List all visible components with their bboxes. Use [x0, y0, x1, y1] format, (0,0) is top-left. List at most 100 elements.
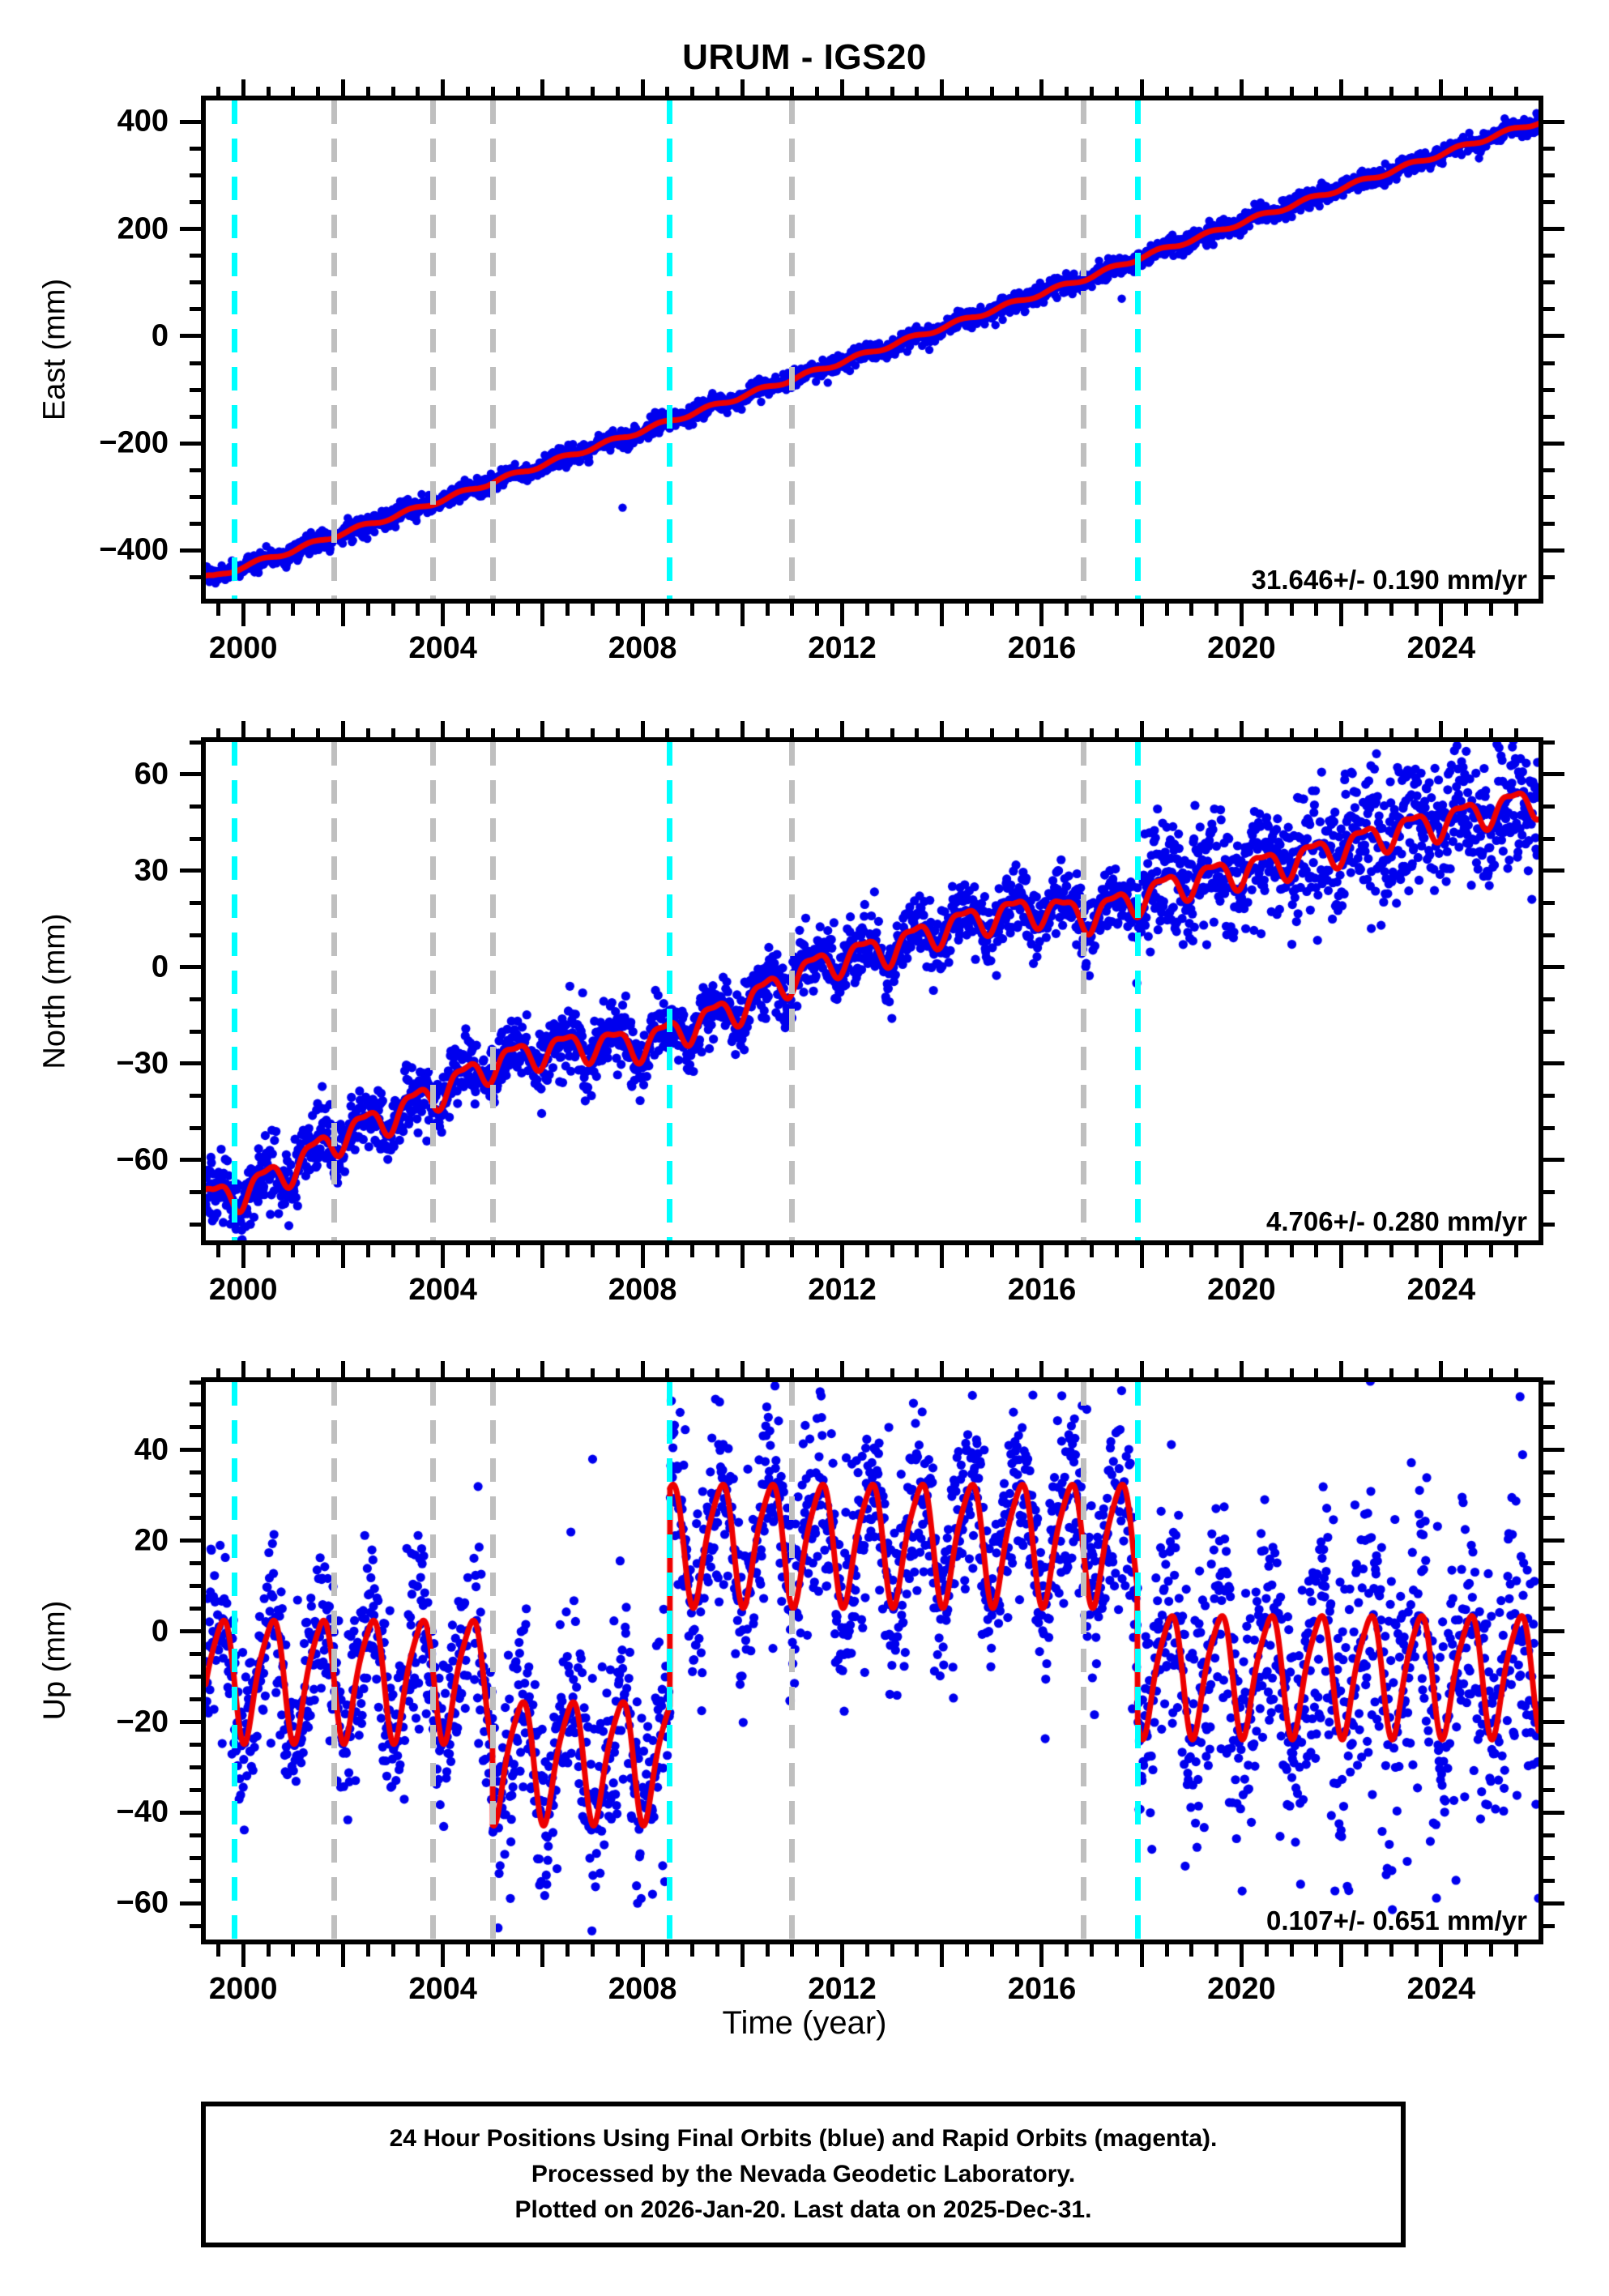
y-tick-minor-right — [1543, 996, 1555, 1001]
x-tick-bottom — [391, 604, 395, 616]
x-tick-top — [1114, 87, 1119, 96]
x-tick-top — [765, 1368, 770, 1377]
y-tick-minor — [190, 147, 201, 152]
x-tick-bottom — [890, 604, 894, 616]
x-tick-top — [1488, 1368, 1493, 1377]
x-tick-bottom — [940, 604, 945, 626]
y-tick-label: 200 — [117, 211, 169, 246]
x-tick-top — [1139, 1361, 1144, 1377]
x-tick-bottom — [1289, 1245, 1294, 1257]
x-tick-top — [365, 728, 370, 737]
x-tick-top — [1264, 1368, 1269, 1377]
x-tick-top — [940, 79, 945, 96]
north-series-canvas — [206, 742, 1539, 1240]
y-tick-right — [1543, 1538, 1564, 1543]
up-series-canvas — [206, 1382, 1539, 1940]
x-tick-top — [216, 87, 220, 96]
x-tick-top — [416, 1368, 420, 1377]
x-tick-top — [590, 87, 595, 96]
x-tick-top — [989, 1368, 994, 1377]
caption-line-2: Processed by the Nevada Geodetic Laborat… — [531, 2161, 1076, 2187]
panel-east-rate-label: 31.646+/- 0.190 mm/yr — [1251, 565, 1527, 595]
x-tick-top — [1339, 79, 1344, 96]
x-tick-top — [740, 1361, 745, 1377]
x-tick-bottom — [989, 1245, 994, 1257]
x-tick-label-2024: 2024 — [1406, 1972, 1476, 2006]
y-tick-minor — [190, 1093, 201, 1098]
x-tick-top — [1214, 87, 1219, 96]
x-tick-bottom — [715, 1245, 719, 1257]
y-tick-minor-right — [1543, 1697, 1555, 1702]
x-tick-bottom — [416, 1245, 420, 1257]
y-tick-minor — [190, 1561, 201, 1566]
event-line-grey-6 — [1080, 742, 1086, 1240]
x-tick-bottom — [790, 1944, 795, 1957]
event-line-grey-5 — [789, 742, 796, 1240]
y-tick-minor-right — [1543, 521, 1555, 526]
x-tick-bottom — [690, 1944, 695, 1957]
y-tick-minor-right — [1543, 740, 1555, 745]
x-tick-top — [665, 1368, 670, 1377]
x-tick-top — [640, 1361, 645, 1377]
x-tick-bottom — [1090, 1245, 1095, 1257]
y-tick-minor-right — [1543, 1584, 1555, 1589]
x-tick-top — [840, 79, 845, 96]
y-tick-minor-right — [1543, 1833, 1555, 1837]
x-tick-top — [1264, 728, 1269, 737]
x-tick-bottom — [790, 1245, 795, 1257]
x-tick-top — [490, 728, 495, 737]
y-tick — [180, 965, 201, 970]
x-tick-top — [1513, 87, 1518, 96]
event-line-cyan-7 — [1134, 100, 1141, 599]
x-tick-top — [1164, 1368, 1169, 1377]
x-tick-bottom — [815, 1944, 820, 1957]
y-tick — [180, 1629, 201, 1634]
y-tick-minor — [190, 1765, 201, 1769]
x-tick-top — [940, 721, 945, 737]
panel-up-frame — [201, 1377, 1543, 1944]
x-tick-bottom — [615, 1944, 620, 1957]
x-tick-top — [615, 728, 620, 737]
x-tick-bottom — [1065, 1245, 1069, 1257]
x-tick-bottom — [316, 604, 321, 616]
x-tick-bottom — [490, 1944, 495, 1957]
x-tick-top — [690, 1368, 695, 1377]
x-tick-bottom — [740, 1944, 745, 1967]
x-tick-top — [465, 1368, 470, 1377]
x-tick-top — [590, 728, 595, 737]
x-tick-bottom — [316, 1245, 321, 1257]
x-tick-bottom — [1264, 1245, 1269, 1257]
x-tick-top — [1488, 87, 1493, 96]
x-tick-top — [365, 87, 370, 96]
x-tick-top — [815, 87, 820, 96]
y-tick-minor — [190, 521, 201, 526]
y-tick-minor — [190, 1222, 201, 1227]
x-tick-top — [690, 87, 695, 96]
x-tick-top — [416, 728, 420, 737]
x-tick-bottom — [391, 1944, 395, 1957]
x-tick-bottom — [1414, 1944, 1419, 1957]
x-tick-bottom — [965, 604, 970, 616]
x-tick-top — [1389, 87, 1393, 96]
y-tick-minor — [190, 1402, 201, 1407]
x-tick-bottom — [1289, 604, 1294, 616]
x-tick-bottom — [590, 1245, 595, 1257]
x-tick-bottom — [965, 1944, 970, 1957]
x-tick-bottom — [490, 1245, 495, 1257]
x-tick-bottom — [915, 1245, 920, 1257]
y-tick-minor — [190, 254, 201, 258]
y-tick-right — [1543, 119, 1564, 124]
x-tick-top — [740, 79, 745, 96]
x-tick-top — [391, 728, 395, 737]
x-tick-bottom — [915, 1944, 920, 1957]
event-line-grey-3 — [489, 1382, 496, 1940]
y-tick-right — [1543, 772, 1564, 777]
y-tick-right — [1543, 227, 1564, 232]
x-tick-label-2024: 2024 — [1406, 631, 1476, 665]
x-tick-top — [391, 1368, 395, 1377]
x-tick-bottom — [1289, 1944, 1294, 1957]
y-tick-minor — [190, 1855, 201, 1860]
x-tick-bottom — [540, 604, 545, 626]
x-tick-top — [340, 1361, 345, 1377]
x-tick-top — [1414, 1368, 1419, 1377]
